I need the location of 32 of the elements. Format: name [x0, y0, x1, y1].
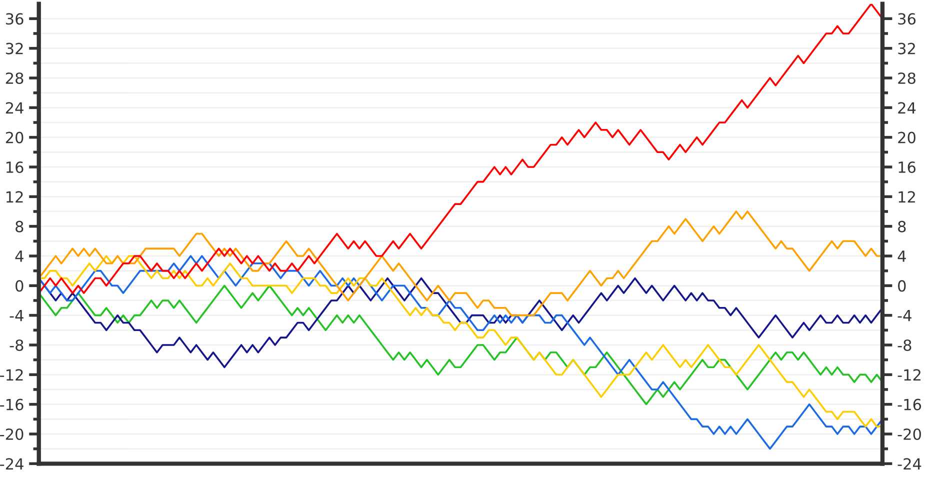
y-tick-label: 28 [6, 72, 24, 84]
y-tick-label: 8 [16, 220, 24, 232]
y-tick-label: 20 [6, 132, 24, 144]
y2-tick-label: -20 [898, 428, 921, 440]
y-tick-label: 24 [6, 102, 24, 114]
y-tick-label: -16 [0, 398, 24, 410]
y2-tick-label: 32 [898, 42, 915, 54]
y2-tick-label: -8 [898, 339, 912, 352]
y-tick-label: 16 [6, 161, 24, 174]
y-tick-label: -20 [0, 428, 24, 440]
y2-tick-label: 20 [898, 132, 916, 144]
y2-tick-label: 0 [898, 280, 906, 292]
y-tick-label: -8 [10, 339, 24, 352]
y2-tick-label: 24 [898, 102, 916, 114]
y2-tick-label: 8 [898, 220, 906, 232]
y2-tick-label: 36 [898, 13, 916, 25]
y-tick-label: 12 [6, 191, 23, 202]
y2-tick-label: -16 [898, 398, 922, 410]
y-tick-label: -24 [0, 458, 24, 470]
y2-tick-label: 4 [898, 250, 906, 262]
y2-tick-label: 28 [898, 72, 916, 84]
y2-tick-label: -12 [898, 369, 920, 380]
y-tick-label: 0 [16, 280, 24, 292]
y2-tick-label: 12 [898, 191, 915, 202]
y2-tick-label: 16 [898, 161, 916, 174]
y-tick-label: 4 [15, 250, 24, 262]
y-tick-label: 32 [6, 42, 23, 54]
y-tick-label: -12 [0, 369, 23, 380]
y-tick-label: -4 [10, 310, 24, 322]
y-tick-label: 36 [6, 13, 24, 25]
y2-tick-label: -24 [898, 458, 922, 470]
y2-tick-label: -4 [898, 310, 912, 322]
